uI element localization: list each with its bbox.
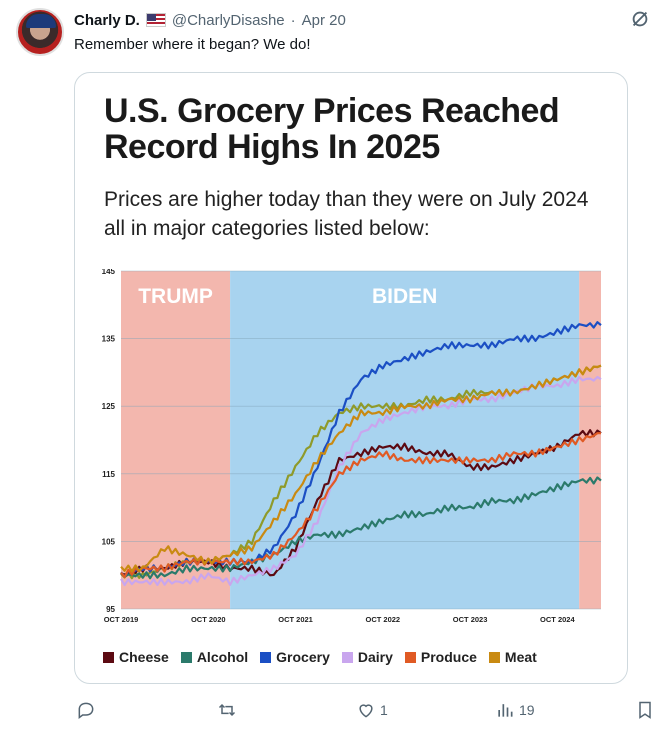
bookmark-button[interactable] [635,700,655,720]
y-tick-label: 135 [102,335,116,344]
legend-item-grocery: Grocery [260,649,330,665]
views-icon [498,704,513,717]
y-tick-label: 145 [102,269,116,276]
legend-swatch [404,651,416,663]
x-tick-label: OCT 2019 [104,615,139,624]
like-button[interactable]: 1 [356,700,388,720]
series-line-alcohol [120,476,602,580]
region-label: TRUMP [138,285,213,308]
region-biden [230,271,580,609]
region-label: BIDEN [372,285,437,308]
legend-label: Grocery [276,649,330,665]
retweet-button[interactable] [217,700,241,720]
legend-label: Alcohol [196,649,249,665]
chart-image-card[interactable]: U.S. Grocery Prices Reached Record Highs… [74,72,628,684]
reply-icon [78,702,94,719]
legend-label: Produce [420,649,477,665]
separator: · [290,11,296,29]
y-tick-label: 95 [106,605,115,614]
grok-icon[interactable] [629,8,651,30]
like-icon [359,704,373,718]
avatar[interactable] [16,8,64,56]
x-tick-label: OCT 2024 [540,615,575,624]
chart-subtitle: Prices are higher today than they were o… [104,188,589,240]
y-tick-label: 125 [102,402,116,411]
tweet-text: Remember where it began? We do! [74,36,311,53]
author-name[interactable]: Charly D. [74,11,140,29]
region-trump [121,271,231,609]
legend-label: Cheese [119,649,169,665]
legend-swatch [103,651,114,663]
grocery-price-chart: TRUMP BIDEN 95 105 115 125 135 145 OCT 2019 OCT 2… [102,269,602,624]
like-count: 1 [380,702,388,718]
chart-legend: Cheese Alcohol Grocery Dairy Produce Meat [103,649,537,665]
x-tick-label: OCT 2020 [191,615,226,624]
region-band-2 [579,271,601,609]
views-count: 19 [519,702,535,718]
tweet-header: Charly D. @CharlyDisashe · Apr 20 [74,10,346,30]
tweet-date[interactable]: Apr 20 [301,11,346,29]
legend-item-alcohol: Alcohol [180,649,249,665]
legend-label: Meat [504,649,537,665]
chart-title: U.S. Grocery Prices Reached Record Highs… [104,92,560,166]
legend-swatch [180,651,192,663]
series-line-dairy [120,375,602,587]
legend-item-produce: Produce [404,649,477,665]
x-tick-label: OCT 2022 [366,615,401,624]
y-tick-label: 105 [102,537,116,546]
reply-button[interactable] [76,700,100,720]
series-line-cheese [120,429,602,577]
y-tick-label: 115 [102,470,115,479]
x-tick-label: OCT 2021 [278,615,313,624]
retweet-icon [218,703,236,717]
tweet-actions: 1 19 [74,700,659,726]
legend-swatch [488,651,500,663]
us-flag-icon [145,13,166,27]
x-tick-label: OCT 2023 [453,615,488,624]
series-line-meat [120,364,602,573]
legend-item-meat: Meat [488,649,537,665]
legend-swatch [260,651,272,663]
legend-label: Dairy [357,649,393,665]
legend-swatch [341,651,353,663]
bookmark-icon [639,701,651,719]
legend-item-dairy: Dairy [341,649,393,665]
views-button[interactable]: 19 [495,700,535,720]
legend-item-cheese: Cheese [103,649,169,665]
author-handle[interactable]: @CharlyDisashe [171,11,285,29]
